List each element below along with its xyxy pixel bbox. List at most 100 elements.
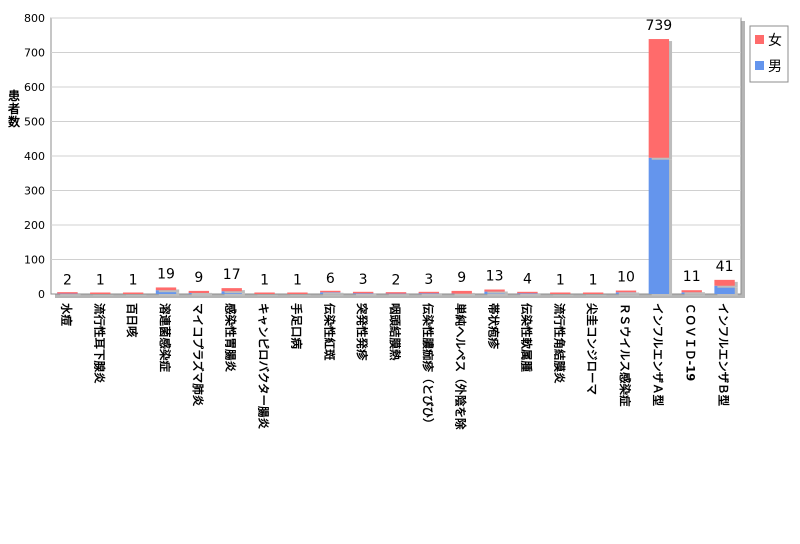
data-label: 1: [129, 273, 138, 289]
bar-shadow: [520, 293, 541, 296]
legend-label: 男: [768, 59, 782, 75]
data-label: 1: [589, 273, 598, 289]
bar-shadow: [388, 294, 410, 296]
x-category-label: 流行性角結膜炎: [552, 303, 566, 384]
data-label: 739: [645, 18, 672, 34]
bar-shadow: [487, 293, 508, 296]
x-category-label: 単純ヘルペス（外陰を除: [454, 303, 468, 430]
legend: 女男: [749, 25, 789, 83]
bar-segment: [648, 157, 670, 294]
data-label: 11: [683, 269, 701, 285]
bar-segment: [385, 292, 407, 294]
x-category-label: 帯状疱疹: [487, 303, 501, 349]
bars: [57, 39, 738, 296]
data-label: 9: [457, 270, 466, 286]
y-tick-label: 300: [24, 185, 45, 198]
x-category-label: 尖圭コンジローマ: [585, 303, 599, 395]
bar-segment: [451, 290, 472, 294]
bar-segment: [615, 290, 637, 293]
x-category-label: 水痘: [59, 303, 73, 326]
x-category-label: インフルエンザＢ型: [717, 303, 731, 407]
bar-shadow: [421, 293, 443, 296]
bar-segment: [188, 290, 210, 293]
bar-shadow: [487, 291, 508, 294]
x-category-label: 伝染性膿痂疹（とびひ）: [421, 303, 435, 430]
bar-segment: [122, 292, 144, 294]
bar-segment: [155, 287, 177, 291]
x-category-label: 感染性胃腸炎: [224, 303, 238, 372]
data-label: 17: [223, 267, 241, 283]
bar-shadow: [93, 294, 114, 296]
bar-shadow: [224, 293, 245, 296]
data-label: 1: [556, 273, 565, 289]
gridlines: [51, 17, 741, 260]
data-label: 10: [617, 270, 635, 286]
bar-shadow: [224, 290, 245, 294]
bar-segment: [714, 279, 735, 286]
x-category-label: 突発性発疹: [355, 303, 369, 361]
bar-segment: [714, 285, 735, 294]
data-label: 1: [260, 273, 269, 289]
bar-segment: [287, 292, 308, 294]
data-label: 4: [523, 272, 532, 288]
x-category-label: キャンピロバクター腸炎: [257, 303, 271, 430]
bar-shadow: [684, 294, 705, 296]
bar-shadow: [158, 292, 180, 296]
bar-shadow: [158, 289, 180, 293]
x-category-label: 伝染性紅斑: [322, 303, 336, 361]
category-labels: 水痘 流行性耳下腺炎 百日咳 溶連菌感染症 マイコプラズマ肺炎 感染性胃腸炎 キャンピロバク…: [59, 303, 730, 430]
x-category-label: マイコプラズマ肺炎: [191, 303, 205, 407]
bar-shadow: [125, 294, 147, 296]
bar-segment: [320, 290, 341, 293]
data-label: 3: [359, 272, 368, 288]
legend-label: 女: [768, 32, 782, 49]
y-tick-label: 800: [24, 12, 45, 25]
x-category-label: 咽頭結膜熱: [388, 303, 402, 361]
data-label: 3: [424, 272, 433, 288]
bar-segment: [582, 292, 604, 294]
legend-swatch: [755, 61, 764, 70]
bar-shadow: [257, 294, 278, 296]
bar-shadow: [585, 294, 607, 296]
bar-segment: [352, 291, 374, 294]
x-category-label: 流行性耳下腺炎: [92, 303, 106, 384]
data-label: 2: [392, 272, 401, 288]
bar-shadow: [618, 292, 640, 295]
y-tick-label: 700: [24, 47, 45, 60]
y-tick-label: 400: [24, 150, 45, 163]
bar-segment: [550, 292, 571, 294]
bar-segment: [517, 291, 538, 294]
bar-segment: [418, 291, 440, 294]
bar-shadow: [323, 294, 344, 296]
y-tick-label: 0: [38, 288, 45, 301]
bar-segment: [57, 292, 78, 294]
x-category-label: 伝染性軟属腫: [519, 303, 533, 372]
data-label: 13: [486, 269, 504, 285]
bar-shadow: [60, 294, 81, 296]
bar-segment: [254, 292, 275, 294]
y-axis-ticks: 0 100 200 300 400 500 600 700 800: [24, 12, 45, 301]
x-category-label: ＣＯＶＩＤ-19: [684, 303, 698, 381]
bar-shadow: [618, 294, 640, 296]
y-axis-title: 患者数: [7, 88, 21, 129]
data-label: 1: [96, 273, 105, 289]
data-label: 41: [716, 259, 734, 275]
x-category-label: ＲＳウイルス感染症: [618, 303, 632, 407]
data-label: 19: [157, 266, 175, 282]
y-tick-label: 100: [24, 254, 45, 267]
bar-shadow: [355, 293, 377, 296]
x-category-label: 百日咳: [125, 303, 139, 338]
bar-segment: [221, 288, 242, 292]
bar-segment: [90, 292, 111, 294]
y-tick-label: 200: [24, 219, 45, 232]
bar-segment: [681, 290, 702, 293]
bar-shadow: [290, 294, 311, 296]
x-category-label: 手足口病: [289, 303, 303, 349]
data-label: 1: [293, 273, 302, 289]
y-tick-label: 500: [24, 116, 45, 129]
bar-segment: [648, 39, 670, 158]
bar-shadow: [191, 294, 213, 296]
bar-shadow: [454, 292, 475, 296]
